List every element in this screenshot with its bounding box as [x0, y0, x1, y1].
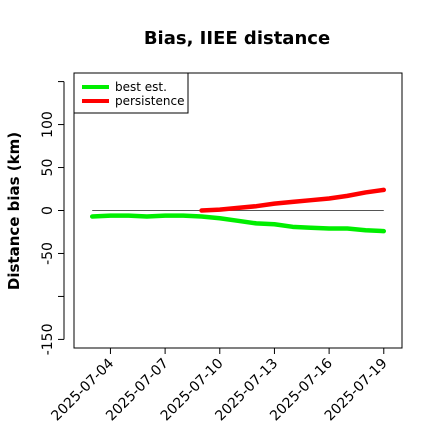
y-tick-label: -50	[40, 242, 56, 265]
y-tick-label: 100	[40, 111, 56, 138]
series-layer	[89, 187, 387, 234]
y-tick-label: -150	[40, 324, 56, 356]
y-axis: -150 -50 0 50 100	[40, 81, 65, 356]
series-line-best-est	[89, 213, 387, 234]
legend-label-persistence: persistence	[115, 94, 184, 108]
y-tick-label: 0	[40, 206, 56, 215]
series-line-persistence	[199, 187, 387, 213]
legend-label-best-est: best est.	[115, 80, 167, 94]
y-tick-label: 50	[40, 159, 56, 177]
y-axis-label: Distance bias (km)	[5, 132, 23, 290]
legend: best est. persistence	[73, 72, 189, 114]
legend-box	[73, 72, 189, 114]
chart-title: Bias, IIEE distance	[144, 28, 330, 49]
x-axis: 2025-07-042025-07-072025-07-102025-07-13…	[48, 347, 391, 424]
